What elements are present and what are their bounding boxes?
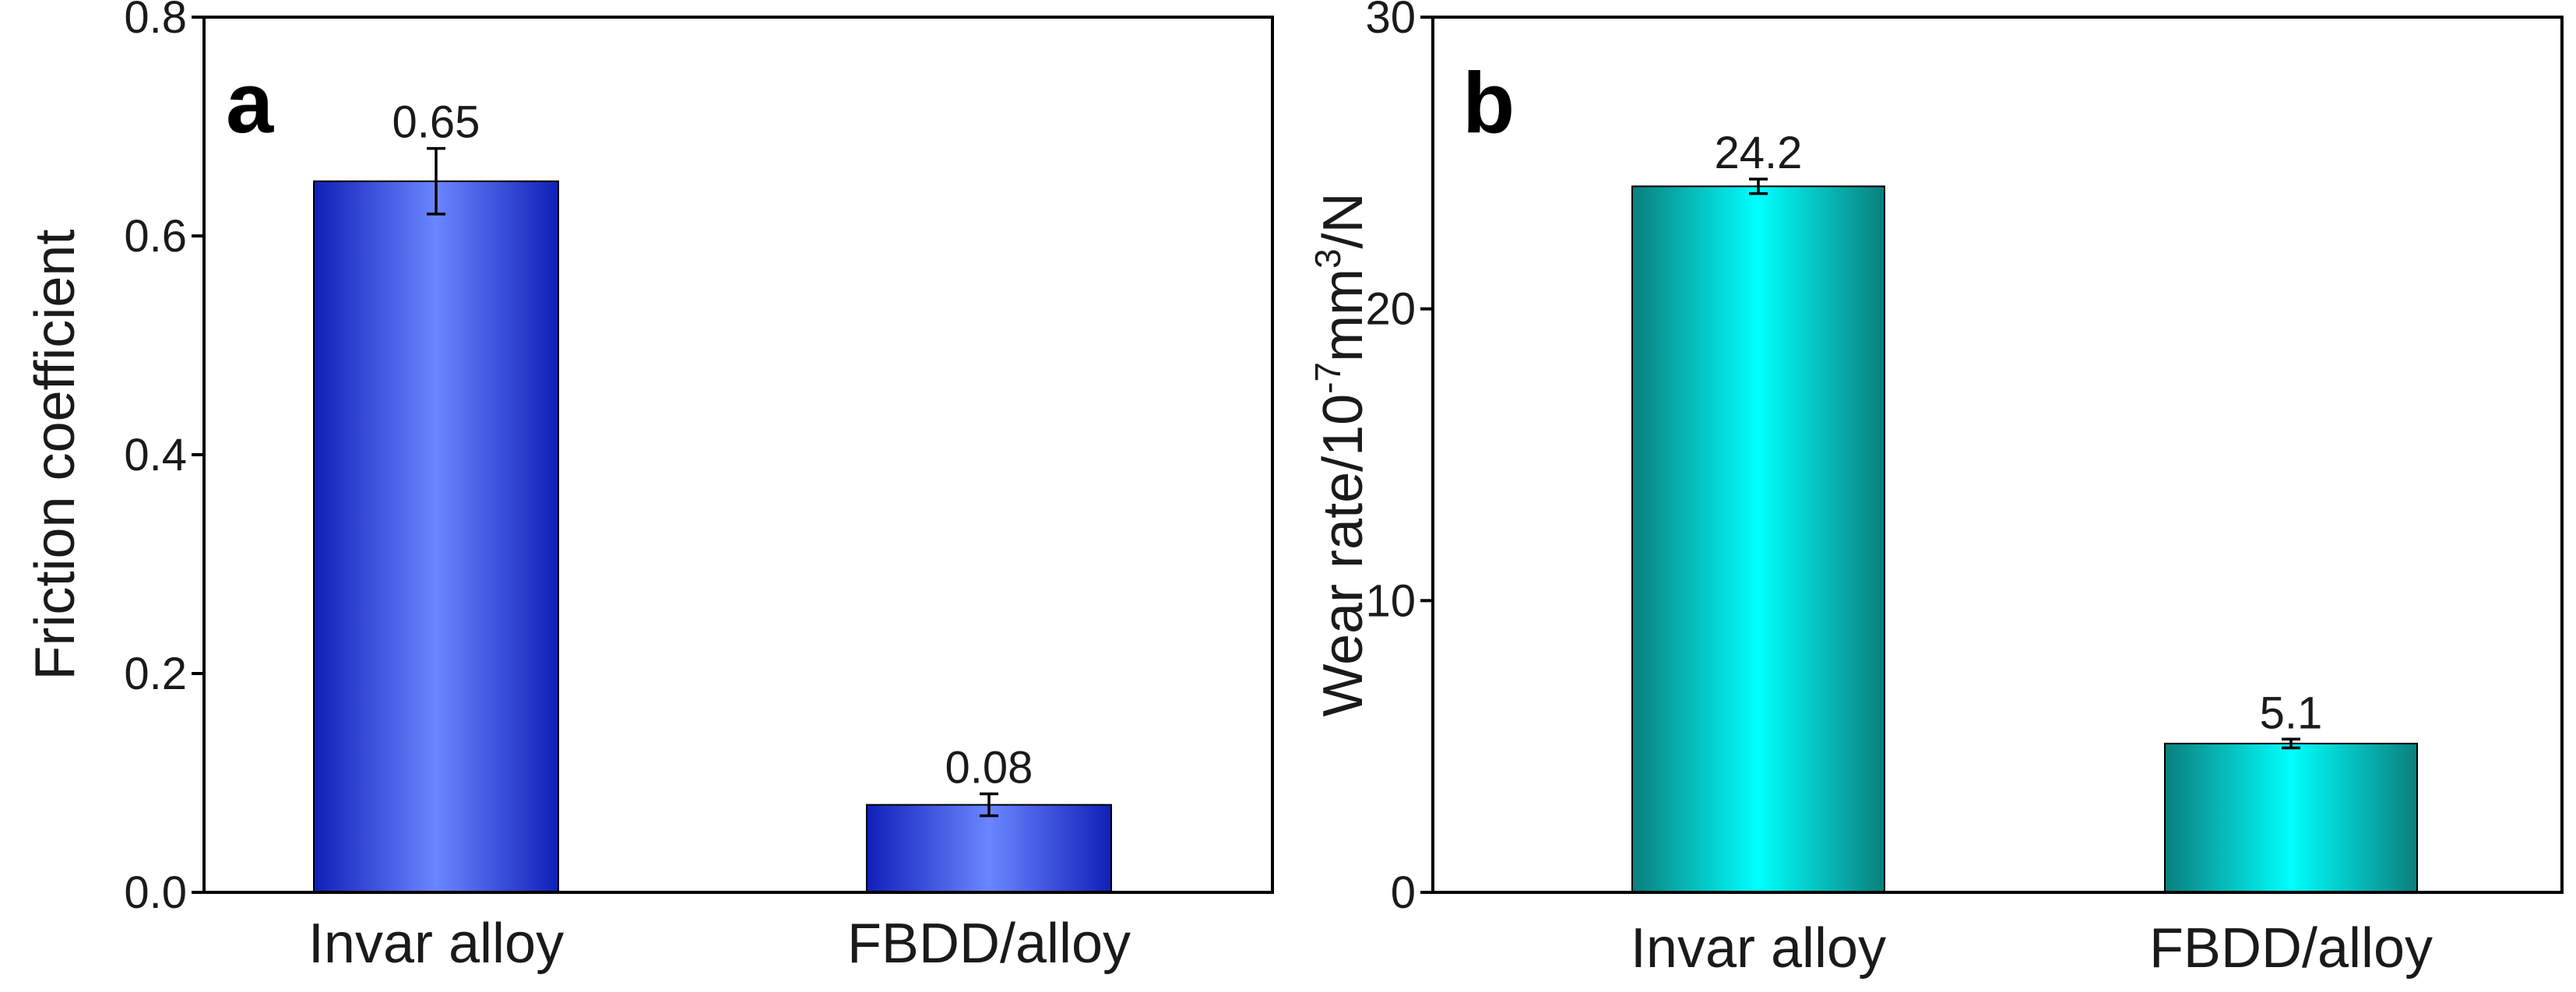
y-tick-label: 0.6 [124,211,187,262]
y-tick-label: 20 [1365,284,1416,335]
bars: 24.2 Invar alloy 5.1 FBDD/alloy [1631,128,2433,980]
category-label: FBDD/alloy [847,913,1131,975]
y-axis-title-exp1: -7 [1307,362,1348,394]
y-tick-label: 10 [1365,575,1416,626]
y-tick-label: 0.2 [124,649,187,699]
bar-fbdd-alloy [866,804,1112,893]
data-label: 0.08 [945,743,1033,793]
y-axis-title-pre: Wear rate/10 [1312,394,1374,717]
y-tick-label: 0.4 [124,430,187,480]
wear-rate-chart: 0 10 20 30 24.2 Invar alloy 5.1 FBDD/alloy b W… [1307,0,2564,980]
y-tick-label: 30 [1365,0,1416,43]
category-label: FBDD/alloy [2149,917,2433,980]
data-label: 5.1 [2260,688,2323,738]
y-axis-title: Friction coefficient [24,230,86,681]
y-axis-title-exp2: 3 [1307,248,1348,269]
friction-coefficient-chart: 0.0 0.2 0.4 0.6 0.8 0.65 Invar alloy 0.08 FBDD/… [24,0,1274,975]
error-bar [2282,737,2300,750]
y-axis-ticks: 0.0 0.2 0.4 0.6 0.8 [124,0,204,918]
y-axis-title: Wear rate/10-7mm3/N [1307,192,1374,716]
error-bar [980,792,998,818]
data-label: 0.65 [392,97,480,148]
panel-letter: a [226,55,274,151]
bar-invar-alloy [1631,185,1885,894]
category-label: Invar alloy [308,913,564,975]
error-bar [427,146,445,216]
y-tick-label: 0.0 [124,867,187,918]
data-label: 24.2 [1715,128,1803,178]
y-tick-label: 0.8 [124,0,187,43]
bar-invar-alloy [313,180,559,893]
panel-letter: b [1462,55,1515,151]
plot-frame [1431,16,2564,894]
y-axis-title-mid: mm [1312,269,1374,362]
error-bar [1749,178,1768,195]
y-tick-label: 0 [1391,867,1416,918]
plot-frame [202,16,1274,894]
category-label: Invar alloy [1631,917,1886,980]
bar-fbdd-alloy [2164,742,2418,893]
y-axis-title-post: /N [1312,192,1374,248]
bars: 0.65 Invar alloy 0.08 FBDD/alloy [308,97,1131,975]
y-axis-ticks: 0 10 20 30 [1365,0,1433,918]
